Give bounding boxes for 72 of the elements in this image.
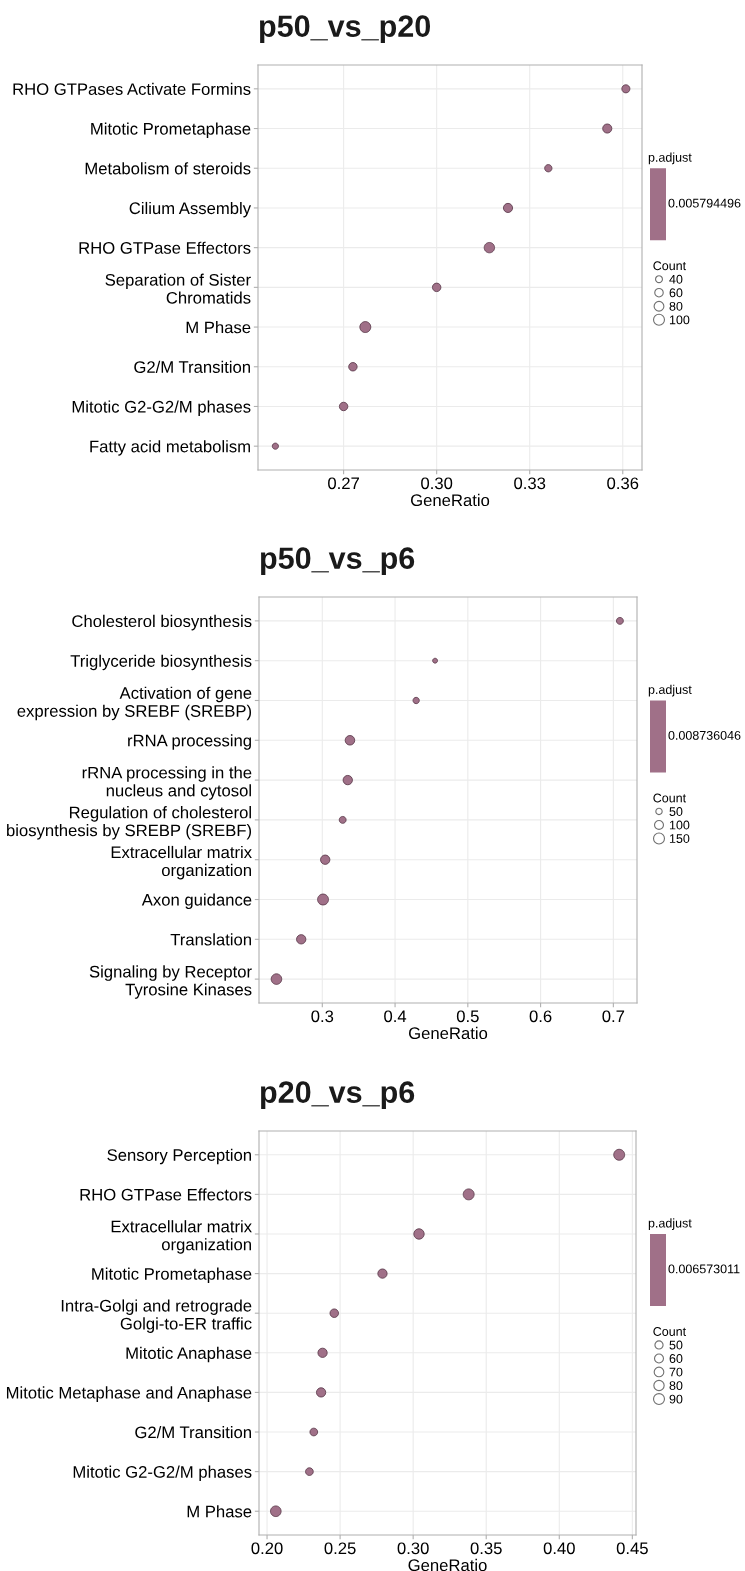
- y-tick-label: Mitotic Metaphase and Anaphase: [6, 1386, 252, 1402]
- y-tick-label: Cilium Assembly: [129, 201, 252, 218]
- y-tick-label: Mitotic Prometaphase: [92, 1267, 252, 1284]
- y-tick-label: Regulation of cholesterol biosynthesis by SREBP (SREBF): [7, 806, 252, 840]
- y-tick-label: rRNA processing in the nucleus and cytosol: [82, 766, 252, 800]
- color-bar-title: p.adjust: [648, 1218, 692, 1230]
- text: 0.005794496: [668, 198, 741, 208]
- y-tick-label: Extracellular matrix organization: [111, 845, 252, 880]
- y-tick-label: rRNA processing: [128, 734, 251, 750]
- color-bar-title: p.adjust: [648, 684, 692, 697]
- legend-label: 60: [669, 1354, 683, 1363]
- x-tick-label: 0.35: [470, 1542, 502, 1555]
- y-tick-label: Sensory Perception: [107, 1148, 251, 1165]
- y-tick-label: Separation of Sister Chromatids: [105, 273, 251, 304]
- chart-title: p50_vs_p6: [261, 547, 415, 575]
- y-tick-label: G2/M Transition: [135, 1425, 251, 1439]
- y-tick-label: Activation of gene expression by SREBF (SREBP): [17, 686, 252, 721]
- x-tick-label: 0.30: [421, 477, 453, 490]
- y-tick-label: RHO GTPases Activate Formins: [13, 82, 251, 96]
- legend-label: 150: [669, 834, 690, 843]
- x-tick-label: 0.6: [529, 1010, 552, 1023]
- x-tick-label: 0.4: [384, 1010, 407, 1023]
- legend-label: 50: [669, 807, 683, 816]
- x-tick-label: 0.30: [397, 1542, 429, 1555]
- y-tick-label: Metabolism of steroids: [85, 162, 251, 175]
- legend-label: 90: [669, 1394, 683, 1404]
- legend-label: 70: [669, 1367, 683, 1377]
- legend-title: Count: [653, 1327, 687, 1336]
- y-tick-label: Axon guidance: [141, 893, 252, 910]
- y-tick-label: Cholesterol biosynthesis: [72, 614, 252, 631]
- legend-label: 60: [669, 288, 683, 298]
- legend-label: 100: [669, 820, 690, 830]
- legend-label: 40: [669, 274, 683, 284]
- legend-label: 100: [669, 315, 690, 325]
- text: 0.006573011: [668, 1264, 740, 1274]
- y-tick-label: Signaling by Receptor Tyrosine Kinases: [89, 965, 252, 999]
- x-tick-label: 0.3: [311, 1010, 334, 1023]
- x-tick-label: 0.27: [328, 477, 359, 490]
- x-axis-title: GeneRatio: [408, 1558, 487, 1571]
- y-tick-label: M Phase: [186, 321, 251, 334]
- legend-title: Count: [653, 261, 687, 271]
- legend-title: Count: [653, 793, 687, 803]
- x-tick-label: 0.33: [514, 477, 546, 490]
- legend-label: 80: [669, 1381, 683, 1391]
- color-bar-title: p.adjust: [648, 152, 692, 165]
- x-axis-title: GeneRatio: [411, 493, 490, 507]
- y-tick-label: Fatty acid metabolism: [90, 440, 250, 456]
- y-tick-label: Mitotic G2-G2/M phases: [72, 400, 251, 416]
- y-tick-label: Translation: [170, 933, 251, 946]
- x-tick-label: 0.5: [456, 1010, 479, 1023]
- y-tick-label: Intra-Golgi and retrograde Golgi-to-ER traffic: [61, 1299, 252, 1333]
- y-tick-label: Mitotic Prometaphase: [91, 122, 251, 139]
- y-tick-label: Extracellular matrix organization: [111, 1220, 252, 1254]
- y-tick-label: Mitotic G2-G2/M phases: [73, 1465, 252, 1482]
- y-tick-label: M Phase: [187, 1505, 252, 1518]
- legend-label: 80: [669, 301, 683, 311]
- y-tick-label: RHO GTPase Effectors: [79, 241, 251, 254]
- legend-label: 50: [669, 1340, 683, 1350]
- x-tick-label: 0.20: [251, 1542, 283, 1555]
- x-tick-label: 0.40: [543, 1542, 575, 1555]
- y-tick-label: Mitotic Anaphase: [126, 1346, 252, 1363]
- x-tick-label: 0.45: [616, 1542, 648, 1555]
- y-tick-label: G2/M Transition: [134, 360, 250, 373]
- text: 0.008736046: [668, 730, 741, 740]
- x-tick-label: 0.7: [602, 1010, 625, 1023]
- y-tick-label: Triglyceride biosynthesis: [70, 654, 252, 671]
- y-tick-label: RHO GTPase Effectors: [80, 1188, 252, 1201]
- chart-title: p20_vs_p6: [261, 1081, 415, 1109]
- x-axis-title: GeneRatio: [409, 1026, 488, 1040]
- x-tick-label: 0.36: [607, 477, 639, 490]
- chart-title: p50_vs_p20: [260, 15, 431, 43]
- x-tick-label: 0.25: [324, 1542, 356, 1555]
